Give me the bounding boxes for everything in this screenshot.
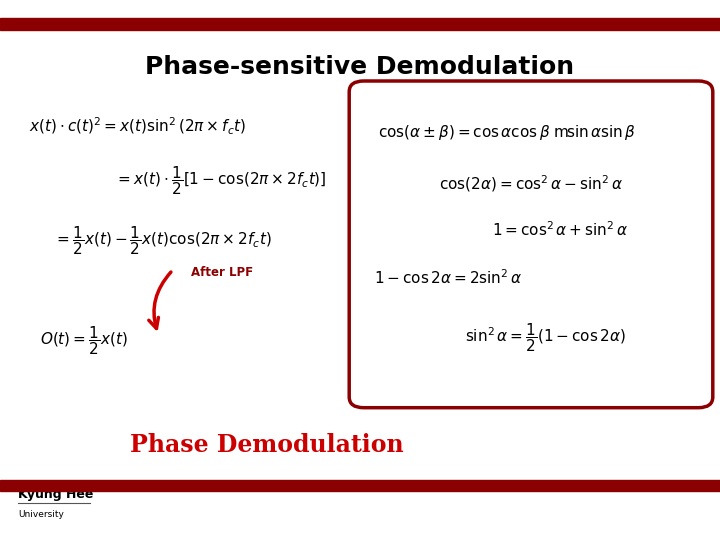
Text: $\cos(2\alpha) = \cos^2\alpha - \sin^2\alpha$: $\cos(2\alpha) = \cos^2\alpha - \sin^2\a… [439, 173, 623, 194]
Text: Phase-sensitive Demodulation: Phase-sensitive Demodulation [145, 56, 575, 79]
Text: $1 = \cos^2\alpha + \sin^2\alpha$: $1 = \cos^2\alpha + \sin^2\alpha$ [492, 220, 628, 239]
FancyBboxPatch shape [349, 81, 713, 408]
Text: $1 - \cos 2\alpha = 2\sin^2\alpha$: $1 - \cos 2\alpha = 2\sin^2\alpha$ [374, 269, 523, 287]
Text: $\cos(\alpha \pm \beta) = \cos\alpha \cos\beta\ \mathrm{m}\!\sin\alpha\sin\beta$: $\cos(\alpha \pm \beta) = \cos\alpha \co… [378, 123, 636, 142]
Bar [0, 480, 720, 491]
Text: University: University [18, 510, 64, 519]
Text: After LPF: After LPF [191, 266, 253, 279]
Bar [0, 18, 720, 30]
Text: $O(t) = \dfrac{1}{2}x(t)$: $O(t) = \dfrac{1}{2}x(t)$ [40, 324, 127, 356]
Text: Kyung Hee: Kyung Hee [18, 488, 94, 501]
Text: Phase Demodulation: Phase Demodulation [130, 434, 403, 457]
Text: $= x(t) \cdot \dfrac{1}{2}\left[1 - \cos(2\pi \times 2f_c t)\right]$: $= x(t) \cdot \dfrac{1}{2}\left[1 - \cos… [115, 165, 327, 197]
Text: $= \dfrac{1}{2}x(t) - \dfrac{1}{2}x(t)\cos(2\pi \times 2f_c t)$: $= \dfrac{1}{2}x(t) - \dfrac{1}{2}x(t)\c… [54, 224, 271, 256]
Text: $\sin^2\alpha = \dfrac{1}{2}(1 - \cos 2\alpha)$: $\sin^2\alpha = \dfrac{1}{2}(1 - \cos 2\… [465, 321, 626, 354]
Text: $x(t) \cdot c(t)^2 = x(t)\sin^2(2\pi \times f_c t)$: $x(t) \cdot c(t)^2 = x(t)\sin^2(2\pi \ti… [29, 116, 246, 138]
